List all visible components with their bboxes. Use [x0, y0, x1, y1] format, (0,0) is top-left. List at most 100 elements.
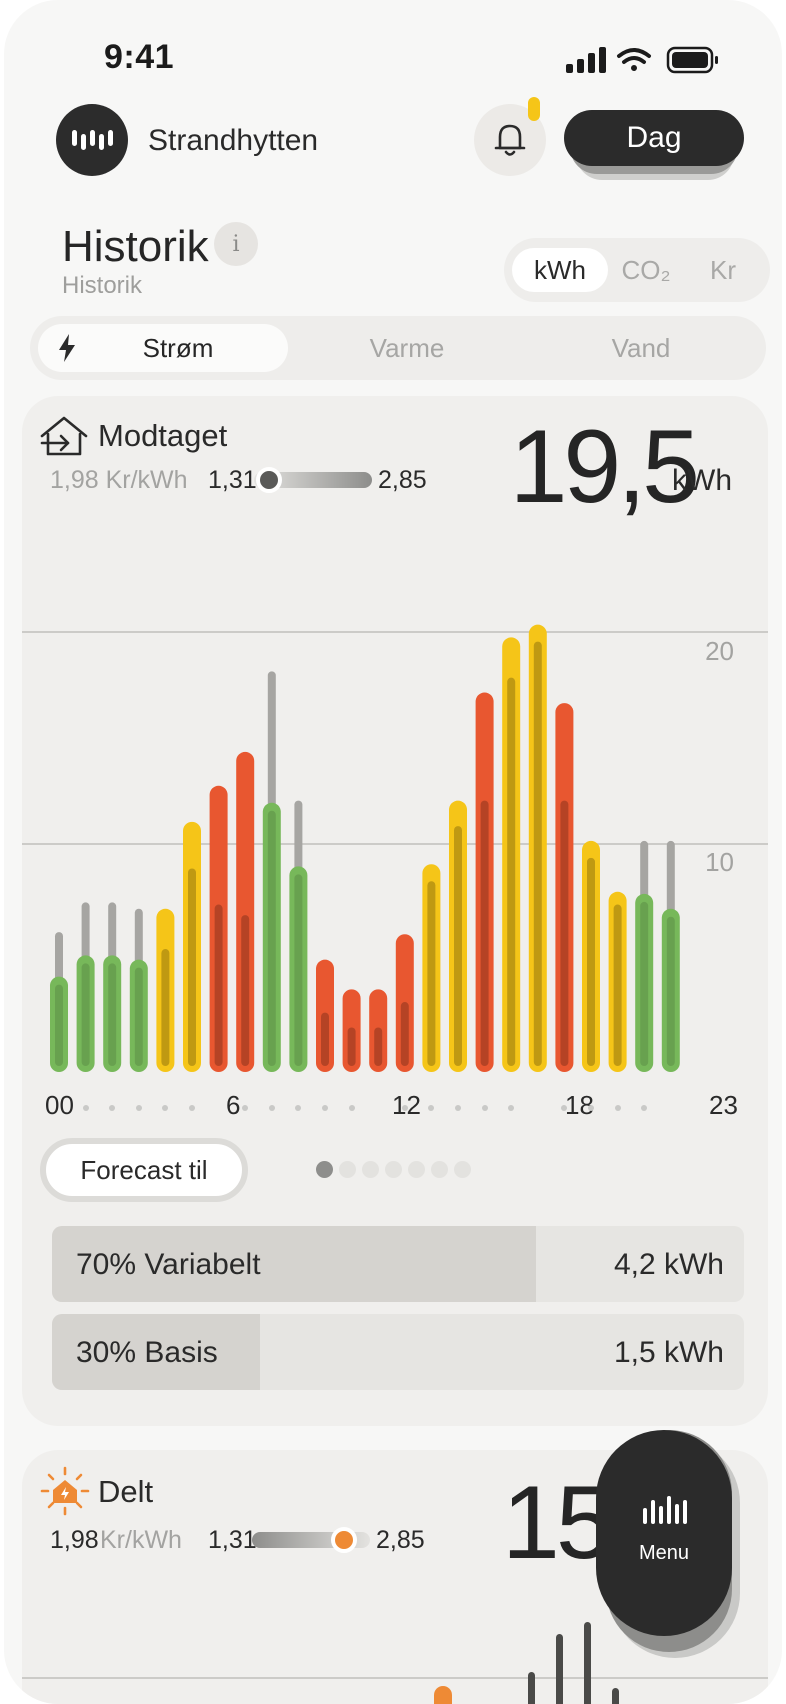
chart-bars — [50, 624, 680, 1072]
x-tick-dot — [295, 1105, 302, 1111]
comparison-bar — [321, 1012, 329, 1066]
chart-bar — [612, 1688, 619, 1704]
chart-bar — [556, 1634, 563, 1704]
x-axis: 00 6 12 18 23 — [4, 1090, 782, 1126]
hour-bar — [76, 955, 95, 1072]
page-indicator[interactable] — [316, 1161, 471, 1178]
shared-range-min: 1,31 — [208, 1526, 257, 1554]
page-dot[interactable] — [385, 1161, 402, 1178]
period-selector-button[interactable]: Dag — [564, 110, 744, 166]
tab-heat[interactable]: Varme — [369, 332, 445, 363]
comparison-bar — [507, 677, 516, 1066]
x-tick-dot — [348, 1105, 355, 1111]
unit-tab-co2[interactable]: CO₂ — [621, 254, 671, 285]
chart-bar — [584, 1622, 591, 1704]
hour-bar — [661, 908, 680, 1072]
comparison-bar — [427, 881, 436, 1066]
hour-bar — [236, 751, 255, 1072]
menu-button[interactable]: Menu — [596, 1430, 732, 1636]
notification-badge — [528, 97, 540, 121]
shared-range-knob — [331, 1527, 357, 1553]
basis-share-label: 30% Basis — [76, 1336, 218, 1369]
page-dot[interactable] — [339, 1161, 356, 1178]
variable-share-value: 4,2 kWh — [613, 1248, 724, 1281]
comparison-bar — [81, 963, 90, 1066]
page-dot[interactable] — [362, 1161, 379, 1178]
y-tick-label: 20 — [705, 636, 734, 666]
page-dot[interactable] — [408, 1161, 425, 1178]
page-title: Historik — [62, 222, 209, 271]
x-tick-dot — [268, 1105, 275, 1111]
x-tick-dot — [481, 1105, 488, 1111]
hour-bar — [528, 624, 547, 1072]
hour-bar — [555, 703, 574, 1072]
price-range-max: 2,85 — [378, 466, 427, 494]
hour-bar — [582, 840, 600, 1072]
hour-bar — [50, 976, 68, 1072]
page-dot[interactable] — [454, 1161, 471, 1178]
basis-share-fill — [52, 1314, 260, 1390]
unit-selector: kWh CO₂ Kr — [504, 238, 770, 302]
info-button[interactable]: i — [214, 222, 258, 266]
comparison-bar — [374, 1027, 383, 1066]
page-dot[interactable] — [316, 1161, 333, 1178]
hour-bar — [209, 785, 228, 1072]
phone-screen: 9:41 — [4, 0, 782, 1704]
comparison-bar — [454, 826, 462, 1066]
hour-bar — [422, 864, 441, 1072]
x-tick-dot — [189, 1105, 195, 1111]
comparison-bar — [347, 1027, 356, 1066]
comparison-bar — [400, 1002, 409, 1066]
meter-logo-icon — [72, 130, 113, 150]
comparison-bar — [214, 904, 223, 1066]
x-tick-label: 23 — [709, 1090, 738, 1120]
page-dot[interactable] — [431, 1161, 448, 1178]
x-tick-dot — [455, 1105, 461, 1111]
received-total-unit: kWh — [672, 464, 732, 497]
shared-price-unit: Kr/kWh — [100, 1526, 182, 1554]
variable-share-fill — [52, 1226, 536, 1302]
price-range-knob — [256, 467, 282, 493]
comparison-bar — [134, 967, 143, 1066]
comparison-bar — [108, 963, 117, 1066]
page-subtitle: Historik — [62, 272, 143, 299]
energy-type-tabs: Strøm Varme Vand — [30, 316, 766, 380]
x-tick-dot — [428, 1105, 435, 1111]
hour-bar — [369, 989, 388, 1072]
shared-price: 1,98 — [50, 1526, 99, 1554]
bell-icon — [494, 124, 526, 156]
comparison-bar — [587, 857, 595, 1066]
hour-bar — [129, 959, 148, 1072]
price-range-slider — [254, 472, 372, 488]
forecast-button[interactable]: Forecast til — [40, 1138, 248, 1202]
tab-water[interactable]: Vand — [611, 332, 671, 363]
hour-bar — [475, 692, 494, 1072]
x-tick-dot — [162, 1105, 169, 1111]
comparison-bar — [613, 904, 622, 1066]
received-title: Modtaget — [98, 418, 228, 453]
comparison-bar — [294, 874, 303, 1066]
x-tick-label: 00 — [45, 1090, 74, 1120]
comparison-bar — [161, 949, 170, 1066]
cellular-signal-icon — [566, 47, 606, 73]
tab-power[interactable]: Strøm — [38, 324, 288, 372]
menu-label: Menu — [638, 1542, 690, 1564]
x-tick-dot — [401, 1105, 408, 1111]
unit-tab-kwh[interactable]: kWh — [512, 248, 608, 292]
x-tick-dot — [614, 1105, 621, 1111]
hour-bar — [156, 908, 175, 1072]
variable-share-bar: 70% Variabelt 4,2 kWh — [52, 1226, 744, 1302]
hour-bar — [289, 866, 308, 1072]
x-tick-dot — [641, 1105, 648, 1111]
comparison-bar — [480, 800, 489, 1066]
unit-tab-kr[interactable]: Kr — [710, 254, 736, 285]
shared-chart-peek — [22, 1622, 768, 1704]
home-name[interactable]: Strandhytten — [148, 124, 319, 157]
house-import-icon — [40, 416, 88, 456]
x-tick-dot — [588, 1105, 594, 1111]
comparison-bar — [533, 641, 542, 1066]
home-avatar[interactable] — [56, 104, 128, 176]
hour-bar — [502, 637, 521, 1072]
status-time: 9:41 — [104, 38, 175, 76]
x-tick-dot — [82, 1105, 89, 1111]
